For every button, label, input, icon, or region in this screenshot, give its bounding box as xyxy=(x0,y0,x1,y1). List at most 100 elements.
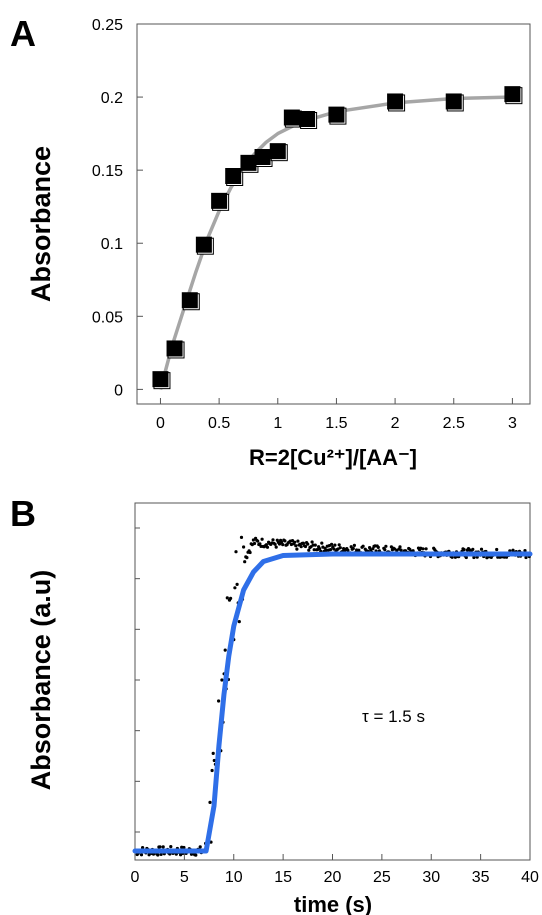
panel-b-data-dot xyxy=(158,845,162,849)
panel-b-data-dot xyxy=(251,538,255,542)
panel-b-data-dot xyxy=(182,845,186,850)
panel-b-data-dot xyxy=(208,800,212,805)
panel-b-data-dot xyxy=(210,768,214,773)
panel-a-data-point xyxy=(211,192,228,209)
panel-b-data-dot xyxy=(293,540,297,544)
panel-b-data-dot xyxy=(313,543,317,547)
panel-b-x-tick-label: 10 xyxy=(225,869,243,886)
panel-b-data-dot xyxy=(265,545,270,549)
panel-b-frame xyxy=(134,502,531,861)
panel-a-y-tick-label: 0.25 xyxy=(92,17,123,34)
panel-b-data-dot xyxy=(338,546,342,550)
panel-b-data-dot xyxy=(318,547,322,551)
panel-b-data-dot xyxy=(245,556,249,560)
panel-a-y-tick-label: 0.1 xyxy=(101,236,123,253)
panel-b-data-dot xyxy=(139,853,144,857)
panel-a-data-point xyxy=(269,143,286,160)
panel-b-x-tick-label: 5 xyxy=(180,869,189,886)
panel-b-y-label: Absorbance (a.u) xyxy=(26,570,56,791)
panel-b-chart: Absorbance (a.u) time (s) τ = 1.5 s 0 5 10… xyxy=(26,502,539,915)
panel-b-data-dot xyxy=(310,540,314,544)
panel-b-x-tick-label: 35 xyxy=(472,869,490,886)
panel-b-data-dot xyxy=(233,586,237,590)
panel-b-data-dot xyxy=(311,543,315,547)
panel-b-data-dot xyxy=(351,546,355,551)
panel-b-data-dot xyxy=(479,547,484,551)
panel-b-data-dot xyxy=(361,544,365,548)
panel-b-data-dot xyxy=(320,541,324,545)
panel-b-data-dot xyxy=(399,548,403,552)
panel-b-data-dot xyxy=(495,547,499,552)
panel-a-data-point xyxy=(240,154,257,171)
panel-b-data-dot xyxy=(274,545,278,549)
panel-b-data-dot xyxy=(299,545,303,549)
panel-b-data-dot xyxy=(264,543,268,547)
panel-b-data-dot xyxy=(332,547,336,551)
panel-a-x-tick-label: 2 xyxy=(391,415,400,432)
panel-b-data-dot xyxy=(220,678,224,682)
panel-b-data-dot xyxy=(256,539,260,543)
panel-b-data-dot xyxy=(229,596,233,601)
panel-b-data-dot xyxy=(223,648,227,652)
panel-b-data-dot xyxy=(421,547,425,551)
panel-b-data-dot xyxy=(524,555,528,560)
panel-b-data-dot xyxy=(242,545,246,549)
panel-b-data-dot xyxy=(198,845,202,849)
panel-b-x-tick-label: 15 xyxy=(274,869,292,886)
panel-b-data-dot xyxy=(471,547,475,552)
panel-b-data-dot xyxy=(234,550,238,554)
panel-b-data-dot xyxy=(384,544,388,548)
panel-b-data-dot xyxy=(328,548,333,552)
panel-a-data-point xyxy=(225,168,242,184)
panel-b-data-dot xyxy=(352,543,356,548)
panel-a-x-tick-label: 0.5 xyxy=(208,415,230,432)
panel-b-data-dot xyxy=(330,542,334,546)
panel-b-data-dot xyxy=(383,548,387,552)
panel-b-data-dot xyxy=(424,547,428,551)
panel-a-chart: Absorbance R=2[Cu²⁺]/[AA⁻] 0 0.5 1 1.5 2 2.5 3… xyxy=(26,17,531,470)
panel-b-data-dot xyxy=(462,548,466,552)
panel-a-data-point xyxy=(299,111,316,127)
panel-b-data-dot xyxy=(141,846,145,850)
panel-b-x-tick-label: 20 xyxy=(324,869,342,886)
panel-b-x-tick-label: 30 xyxy=(422,869,440,886)
panel-a-y-tick-label: 0.05 xyxy=(92,309,123,326)
panel-b-data-dot xyxy=(217,699,221,703)
panel-b-data-dot xyxy=(156,853,160,857)
panel-b-data-dot xyxy=(301,541,305,545)
panel-b-data-dot xyxy=(294,544,298,548)
panel-b-data-dot xyxy=(346,548,350,552)
panel-a-data-point xyxy=(254,149,271,165)
panel-a-x-tick-label: 2.5 xyxy=(443,415,465,432)
panel-a-data-point xyxy=(195,236,212,253)
panel-b-data-dot xyxy=(225,596,229,600)
panel-b-fit-curve xyxy=(132,551,533,854)
panel-b-x-tick-label: 40 xyxy=(521,869,539,886)
panel-a-x-label: R=2[Cu²⁺]/[AA⁻] xyxy=(249,445,417,470)
panel-b-data-dot xyxy=(169,845,173,849)
panel-b-data-dot xyxy=(349,545,353,549)
panel-b-data-dot xyxy=(243,560,247,564)
panel-a-data-point xyxy=(152,371,169,388)
panel-b-data-dot xyxy=(307,548,311,552)
panel-a-data-point xyxy=(166,340,183,357)
panel-b-data-dot xyxy=(333,543,337,547)
panel-b-data-dot xyxy=(161,845,165,849)
panel-b-data-dot xyxy=(248,550,252,555)
panel-b-data-dot xyxy=(303,544,308,549)
panel-a-y-label: Absorbance xyxy=(26,146,56,302)
panel-b-data-dot xyxy=(290,539,295,543)
panel-a-x-tick-label: 3 xyxy=(508,415,517,432)
panel-b-data-dot xyxy=(260,537,264,541)
panel-b-data-dot xyxy=(235,582,239,587)
panel-b-x-label: time (s) xyxy=(294,892,372,915)
panel-a-y-tick-label: 0.15 xyxy=(92,163,123,180)
panel-b-data-dot xyxy=(281,543,285,547)
panel-a-data-point xyxy=(504,86,521,103)
panel-a-x-tick-label: 0 xyxy=(156,415,165,432)
panel-b-data-dot xyxy=(296,539,300,543)
panel-b-data-dot xyxy=(212,758,216,763)
panel-a-data-point xyxy=(181,292,198,309)
panel-b-data-dot xyxy=(252,541,257,546)
